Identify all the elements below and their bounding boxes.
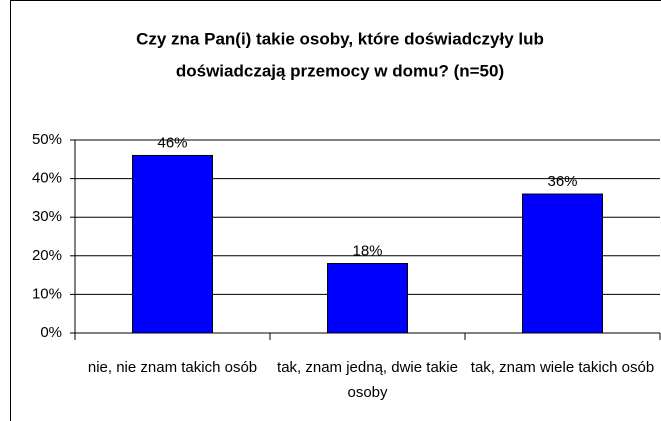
chart-title: Czy zna Pan(i) takie osoby, które doświa… (136, 29, 544, 48)
y-tick-label: 30% (32, 208, 62, 225)
chart-title: doświadczają przemocy w domu? (n=50) (176, 61, 504, 80)
y-tick-label: 50% (32, 131, 62, 148)
y-tick-label: 0% (40, 324, 62, 341)
bar (522, 193, 603, 334)
y-tick-label: 10% (32, 285, 62, 302)
y-tick-label: 20% (32, 247, 62, 264)
value-label: 18% (352, 242, 382, 259)
x-tick-label: tak, znam wiele takich osób (470, 359, 655, 376)
x-tick-label: tak, znam jedną, dwie takie osoby (277, 359, 458, 401)
value-label: 36% (547, 173, 577, 190)
x-tick-label: nie, nie znam takich osób (87, 359, 258, 376)
value-label: 46% (157, 134, 187, 151)
bar (327, 263, 408, 334)
y-tick-label: 40% (32, 170, 62, 187)
bar (132, 154, 213, 334)
